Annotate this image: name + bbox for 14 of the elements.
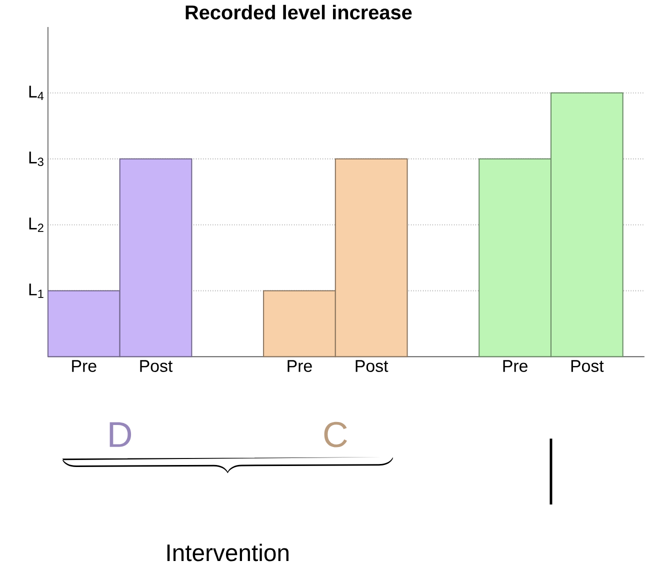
x-tick-label: Pre [503, 360, 528, 372]
x-tick-label: Post [140, 360, 173, 372]
x-tick-label: Pre [72, 360, 96, 372]
text: D [110, 422, 132, 447]
text: C [324, 422, 347, 448]
chart-title: Recorded level increase [186, 4, 412, 20]
y-tick-label: L$_{4}$ [29, 86, 44, 100]
y-tick-label: L$_{3}$ [29, 151, 44, 166]
x-tick-label: Post [571, 360, 604, 372]
text: Intervention [167, 543, 288, 562]
y-tick-label: L$_{1}$ [29, 283, 44, 298]
x-tick-label: Pre [288, 360, 312, 372]
x-tick-label: Post [356, 360, 388, 372]
y-tick-label: L$_{2}$ [29, 217, 44, 232]
